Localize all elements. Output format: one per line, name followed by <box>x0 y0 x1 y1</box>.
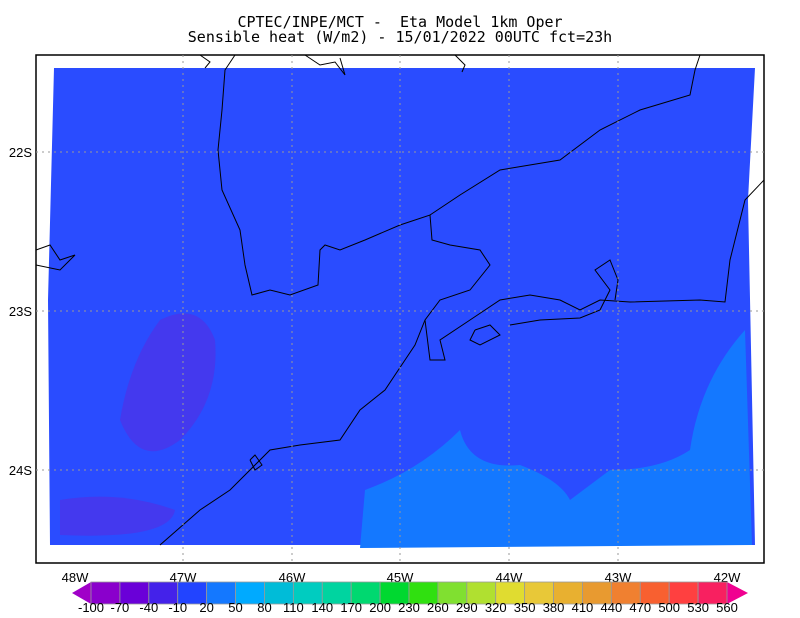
colorbar-label: 140 <box>311 600 333 615</box>
colorbar-low-triangle <box>72 582 91 604</box>
coastline <box>35 54 765 546</box>
lat-label: 23S <box>9 304 32 319</box>
colorbar-label: 380 <box>543 600 565 615</box>
graticule <box>36 55 764 563</box>
title-line-2: Sensible heat (W/m2) - 15/01/2022 00UTC … <box>187 28 613 46</box>
colorbar-label: 530 <box>687 600 709 615</box>
low-value-area <box>60 496 175 536</box>
colorbar-label: 260 <box>427 600 449 615</box>
colorbar-label: 230 <box>398 600 420 615</box>
lat-label: 22S <box>9 145 32 160</box>
colorbar-label: -100 <box>78 600 104 615</box>
colorbar-label: -70 <box>111 600 130 615</box>
colorbar-label: 350 <box>514 600 536 615</box>
colorbar-label: 170 <box>340 600 362 615</box>
colorbar-label: -40 <box>139 600 158 615</box>
lon-label: 46W <box>279 570 306 585</box>
colorbar-label: 320 <box>485 600 507 615</box>
colorbar-label: 80 <box>257 600 271 615</box>
colorbar-label: 500 <box>658 600 680 615</box>
lon-label: 48W <box>62 570 89 585</box>
lon-label: 43W <box>605 570 632 585</box>
sensible-heat-field <box>48 68 755 545</box>
colorbar-label: 470 <box>629 600 651 615</box>
colorbar-label: 440 <box>601 600 623 615</box>
lat-label: 24S <box>9 463 32 478</box>
colorbar-label: -10 <box>168 600 187 615</box>
lon-label: 47W <box>170 570 197 585</box>
colorbar-label: 20 <box>199 600 213 615</box>
high-value-area <box>360 330 752 548</box>
colorbar-high-triangle <box>727 582 748 604</box>
colorbar-label: 200 <box>369 600 391 615</box>
colorbar-label: 50 <box>228 600 242 615</box>
colorbar: -100 -70 -40 -10 20 50 80 110 140 170 200 230 260 290… <box>72 581 748 615</box>
colorbar-label: 410 <box>572 600 594 615</box>
lon-label: 42W <box>714 570 741 585</box>
lon-label: 44W <box>496 570 523 585</box>
colorbar-label: 560 <box>716 600 738 615</box>
colorbar-swatch <box>697 581 728 605</box>
low-value-area <box>120 313 216 452</box>
title-line-1: CPTEC/INPE/MCT - Eta Model 1km Oper <box>237 13 563 31</box>
colorbar-label: 290 <box>456 600 478 615</box>
colorbar-label: 110 <box>283 600 304 615</box>
lon-label: 45W <box>387 570 414 585</box>
